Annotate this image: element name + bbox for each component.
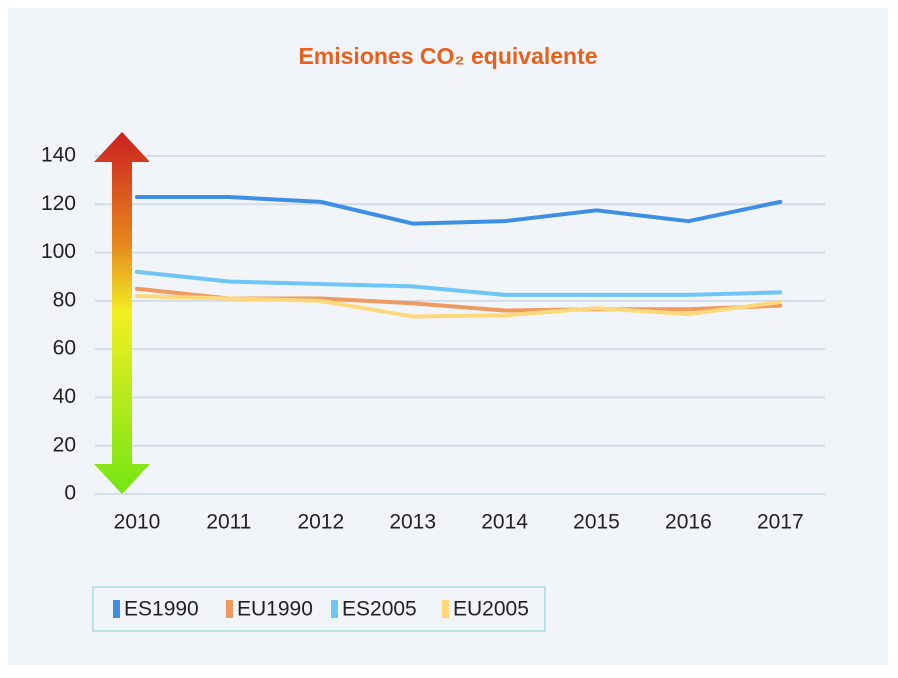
y-tick-label: 120 xyxy=(41,192,76,215)
x-tick-label: 2013 xyxy=(389,511,436,534)
series-line xyxy=(135,269,783,297)
y-tick-label: 20 xyxy=(53,433,76,456)
y-tick-label: 0 xyxy=(64,482,76,505)
legend-swatch xyxy=(113,600,120,618)
legend-label: EU1990 xyxy=(237,598,313,621)
y-tick-label: 80 xyxy=(53,288,76,311)
x-tick-label: 2011 xyxy=(206,511,251,534)
scale-arrow xyxy=(94,132,150,494)
legend-swatch xyxy=(442,600,449,618)
chart-title: Emisiones CO₂ equivalente xyxy=(298,43,597,69)
x-tick-label: 2016 xyxy=(665,511,712,534)
legend: ES1990 EU1990 ES2005 EU2005 xyxy=(113,598,529,621)
grid: 0 20 40 60 80 100 120 140 2010 2011 2012 2013 2014 20… xyxy=(41,144,825,534)
x-tick-label: 2010 xyxy=(114,511,161,534)
x-tick-label: 2012 xyxy=(297,511,344,534)
series-line xyxy=(135,294,783,319)
legend-swatch xyxy=(331,600,338,618)
x-tick-label: 2015 xyxy=(573,511,620,534)
panel xyxy=(8,8,888,665)
plot xyxy=(135,195,783,319)
y-tick-label: 140 xyxy=(41,144,76,167)
y-tick-label: 40 xyxy=(53,385,76,408)
legend-label: ES2005 xyxy=(342,598,417,621)
y-tick-label: 60 xyxy=(53,337,76,360)
legend-label: ES1990 xyxy=(124,598,199,621)
legend-box xyxy=(92,586,546,632)
y-tick-label: 100 xyxy=(41,240,76,263)
x-tick-label: 2014 xyxy=(481,511,528,534)
legend-label: EU2005 xyxy=(453,598,529,621)
legend-swatch xyxy=(226,600,233,618)
x-tick-label: 2017 xyxy=(757,511,804,534)
series-line xyxy=(135,195,783,226)
